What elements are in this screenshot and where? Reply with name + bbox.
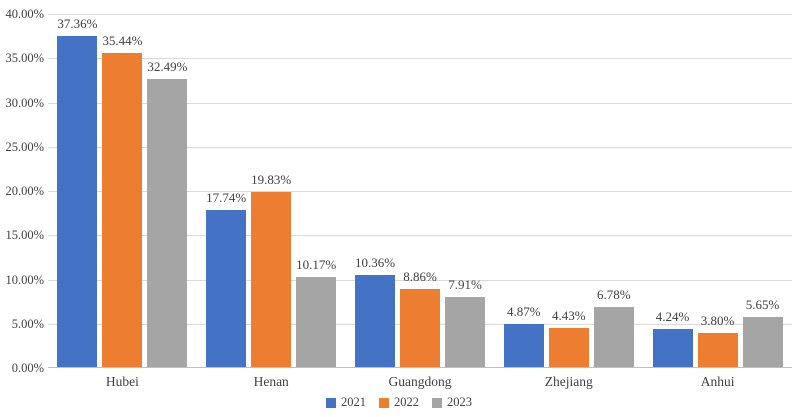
- bar-value-label: 10.36%: [354, 255, 396, 271]
- bar-2021-anhui: [652, 329, 693, 367]
- bar-2021-zhejiang: [503, 323, 544, 367]
- gridline: [48, 191, 792, 192]
- x-axis-label-hubei: Hubei: [105, 374, 139, 389]
- plot-area: 37.36% 35.44% 32.49% 17.74% 19.83% 10.17% 10.3…: [48, 14, 792, 368]
- bar-value-label: 4.24%: [655, 309, 690, 325]
- legend-item-2022: 2022: [379, 395, 419, 410]
- bar-value-label: 19.83%: [251, 171, 292, 187]
- legend-label: 2023: [447, 395, 472, 409]
- bar-2022-guangdong: [400, 288, 440, 367]
- legend-swatch-2023: [432, 397, 442, 408]
- gridline: [48, 146, 792, 148]
- legend-item-2023: 2023: [432, 395, 472, 410]
- bar-2023-hubei: [147, 79, 188, 367]
- bar-2021-guangdong: [355, 275, 395, 367]
- y-axis-tick-label: 35.00%: [5, 51, 44, 66]
- legend-item-2021: 2021: [326, 395, 366, 410]
- y-axis-tick-label: 25.00%: [5, 139, 44, 154]
- bar-2022-zhejiang: [548, 327, 589, 367]
- gridline: [48, 58, 792, 60]
- bar-2021-henan: [206, 210, 247, 367]
- bar-2023-anhui: [742, 317, 783, 367]
- gridline: [48, 102, 792, 104]
- y-axis-tick-label: 40.00%: [5, 7, 44, 21]
- bar-2023-guangdong: [445, 297, 485, 367]
- y-axis-tick-label: 10.00%: [5, 272, 44, 287]
- bar-2022-henan: [251, 191, 292, 367]
- gridline: [48, 14, 792, 15]
- gridline: [48, 235, 792, 237]
- chart-legend: 2021 2022 2023: [0, 395, 798, 410]
- bar-value-label: 4.87%: [507, 303, 541, 319]
- x-axis-label-guangdong: Guangdong: [388, 374, 452, 389]
- bar-value-label: 3.80%: [700, 313, 735, 329]
- bar-value-label: 37.36%: [57, 16, 98, 32]
- legend-label: 2021: [341, 395, 366, 409]
- y-axis-tick-label: 15.00%: [5, 228, 44, 243]
- y-axis-tick-label: 20.00%: [5, 184, 44, 198]
- legend-swatch-2022: [379, 397, 389, 408]
- y-axis-tick-label: 0.00%: [11, 361, 44, 375]
- bar-2022-anhui: [697, 333, 738, 367]
- gridline: [48, 279, 792, 281]
- legend-swatch-2021: [326, 397, 336, 408]
- bar-value-label: 4.43%: [552, 307, 586, 323]
- bar-2023-henan: [296, 277, 337, 367]
- bar-value-label: 10.17%: [296, 257, 337, 272]
- y-axis-tick-label: 5.00%: [11, 316, 44, 331]
- x-axis-label-zhejiang: Zhejiang: [544, 374, 593, 389]
- bar-2022-hubei: [102, 53, 143, 367]
- y-axis-tick-label: 30.00%: [5, 95, 44, 110]
- bar-value-label: 35.44%: [102, 33, 143, 49]
- legend-label: 2022: [394, 395, 419, 409]
- bar-value-label: 6.78%: [597, 287, 631, 302]
- bar-value-label: 8.86%: [403, 268, 437, 284]
- bar-value-label: 5.65%: [745, 297, 780, 312]
- bar-value-label: 17.74%: [206, 190, 247, 206]
- x-axis-label-henan: Henan: [253, 374, 289, 389]
- x-axis-label-anhui: Anhui: [700, 374, 735, 389]
- bar-value-label: 7.91%: [448, 277, 482, 292]
- bar-2021-hubei: [57, 36, 98, 367]
- bar-2023-zhejiang: [593, 307, 634, 367]
- bar-value-label: 32.49%: [147, 59, 188, 75]
